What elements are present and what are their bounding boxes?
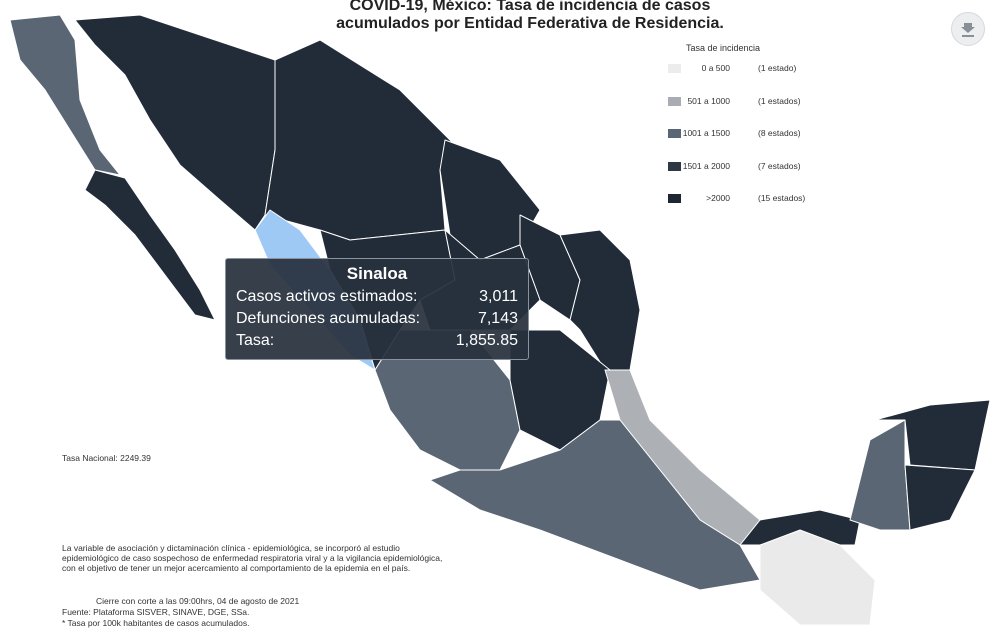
legend-range: 1001 a 1500 xyxy=(682,128,730,138)
legend-item: 501 a 1000 (1 estados) xyxy=(668,96,848,108)
note-line: La variable de asociación y dictaminació… xyxy=(62,543,400,553)
legend-swatch xyxy=(668,161,681,171)
legend-swatch xyxy=(668,129,681,138)
state[interactable] xyxy=(759,529,876,626)
legend-item: >2000 (15 estados) xyxy=(668,193,848,205)
footer-line: Cierre con corte a las 09:00hrs, 04 de a… xyxy=(96,596,300,606)
state[interactable] xyxy=(84,169,216,321)
state[interactable] xyxy=(739,509,861,546)
legend-range: 0 a 500 xyxy=(701,63,730,73)
download-button[interactable] xyxy=(951,12,985,46)
title-line: acumulados por Entidad Federativa de Res… xyxy=(336,15,724,32)
title-line: COVID-19, México: Tasa de incidencia de … xyxy=(349,0,711,14)
legend-range: 1501 a 2000 xyxy=(682,160,730,171)
legend-count: (8 estados) xyxy=(758,128,801,138)
tooltip-label: Tasa: xyxy=(236,332,275,349)
tooltip-value: 7,143 xyxy=(477,310,518,327)
tooltip-value: 3,011 xyxy=(479,288,518,305)
state[interactable] xyxy=(264,39,456,241)
legend-item: 1001 a 1500 (8 estados) xyxy=(668,128,848,140)
tooltip-value: 1,855.85 xyxy=(455,332,518,349)
legend-count: (1 estados) xyxy=(758,95,801,106)
legend-count: (7 estados) xyxy=(758,160,801,171)
national-rate: Tasa Nacional: 2249.39 xyxy=(62,453,151,463)
footer-line: Fuente: Plataforma SISVER, SINAVE, DGE, … xyxy=(62,607,250,617)
state[interactable] xyxy=(9,14,121,176)
state[interactable] xyxy=(904,464,976,531)
note-line: epidemiológico de caso sospechoso de enf… xyxy=(62,553,443,563)
state[interactable] xyxy=(849,419,911,531)
legend-swatch xyxy=(668,96,681,106)
legend-swatch xyxy=(668,64,681,73)
download-icon xyxy=(961,23,975,37)
legend-count: (15 estados) xyxy=(758,193,806,203)
legend-item: 1501 a 2000 (7 estados) xyxy=(668,161,848,173)
tooltip-title: Sinaloa xyxy=(346,264,408,283)
tooltip-label: Casos activos estimados: xyxy=(236,288,418,305)
tooltip-label: Defunciones acumuladas: xyxy=(236,310,421,327)
legend-item: 0 a 500 (1 estado) xyxy=(668,63,848,75)
legend-count: (1 estado) xyxy=(758,63,797,73)
footer-line: * Tasa por 100k habitantes de casos acum… xyxy=(62,618,250,628)
legend-range: >2000 xyxy=(706,193,730,203)
state[interactable] xyxy=(74,14,276,231)
tooltip: Sinaloa Casos activos estimados: 3,011 Def… xyxy=(225,258,529,360)
note-line: con el objetivo de tener un mejor acerca… xyxy=(62,563,411,573)
legend-range: 501 a 1000 xyxy=(687,95,730,106)
legend-title: Tasa de incidencia xyxy=(686,43,761,53)
legend-swatch xyxy=(668,194,681,203)
